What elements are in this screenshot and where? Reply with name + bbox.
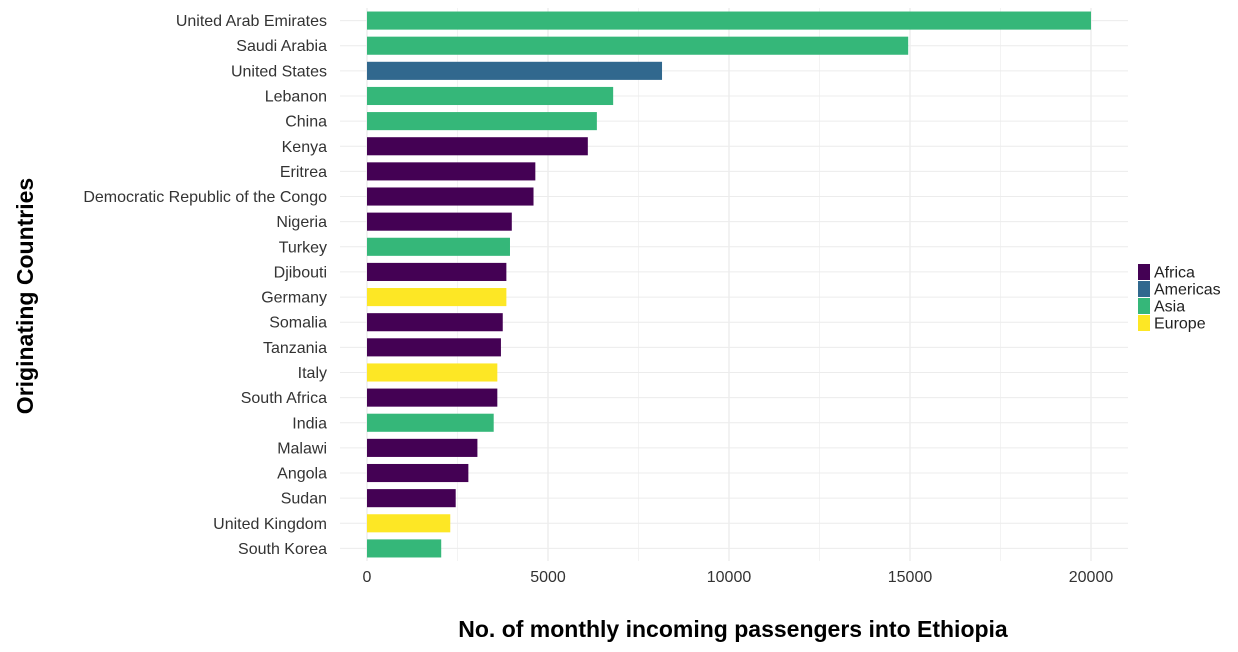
x-tick-label: 20000 xyxy=(1069,569,1114,586)
y-tick-label: Italy xyxy=(298,365,327,382)
y-tick-label: Saudi Arabia xyxy=(236,38,327,55)
bar-turkey xyxy=(367,238,510,256)
y-tick-label: Eritrea xyxy=(280,164,327,181)
y-tick-label: United Arab Emirates xyxy=(176,13,327,30)
bar-south-korea xyxy=(367,539,441,557)
y-tick-label: South Africa xyxy=(241,390,327,407)
bar-democratic-republic-of-the-congo xyxy=(367,187,534,205)
y-tick-label: United Kingdom xyxy=(213,516,327,533)
bar-lebanon xyxy=(367,87,613,105)
x-tick-label: 15000 xyxy=(888,569,933,586)
y-tick-label: Angola xyxy=(277,466,327,483)
legend-swatch-africa xyxy=(1138,264,1150,280)
y-axis-title: Originating Countries xyxy=(12,178,38,414)
y-tick-label: Kenya xyxy=(282,139,327,156)
x-tick-label: 10000 xyxy=(707,569,752,586)
bar-eritrea xyxy=(367,162,535,180)
legend-swatch-europe xyxy=(1138,315,1150,331)
bar-united-arab-emirates xyxy=(367,12,1091,30)
bar-angola xyxy=(367,464,468,482)
bar-united-kingdom xyxy=(367,514,450,532)
y-tick-label: Tanzania xyxy=(263,340,327,357)
y-tick-label: Nigeria xyxy=(276,214,327,231)
legend-label-africa: Africa xyxy=(1154,265,1195,282)
bar-germany xyxy=(367,288,506,306)
y-tick-label: Somalia xyxy=(269,315,327,332)
bar-china xyxy=(367,112,597,130)
y-tick-label: United States xyxy=(231,63,327,80)
bar-sudan xyxy=(367,489,456,507)
y-tick-label: Democratic Republic of the Congo xyxy=(83,189,327,206)
legend-label-europe: Europe xyxy=(1154,316,1206,333)
bar-south-africa xyxy=(367,389,497,407)
x-tick-label: 5000 xyxy=(530,569,566,586)
y-tick-label: Malawi xyxy=(277,440,327,457)
bar-saudi-arabia xyxy=(367,37,908,55)
bar-nigeria xyxy=(367,213,512,231)
y-tick-label: China xyxy=(285,114,327,131)
legend-swatch-asia xyxy=(1138,298,1150,314)
bar-djibouti xyxy=(367,263,506,281)
y-tick-label: Germany xyxy=(261,290,327,307)
bar-india xyxy=(367,414,494,432)
bar-tanzania xyxy=(367,338,501,356)
bar-somalia xyxy=(367,313,503,331)
y-tick-label: Turkey xyxy=(279,239,327,256)
x-axis-tick-labels: 0 5000 10000 15000 20000 xyxy=(363,569,1114,586)
y-tick-label: South Korea xyxy=(238,541,327,558)
bar-united-states xyxy=(367,62,662,80)
y-tick-label: Sudan xyxy=(281,491,327,508)
legend-swatch-americas xyxy=(1138,281,1150,297)
y-tick-label: Djibouti xyxy=(274,264,327,281)
legend-label-americas: Americas xyxy=(1154,282,1221,299)
bar-italy xyxy=(367,363,497,381)
bar-malawi xyxy=(367,439,477,457)
bar-kenya xyxy=(367,137,588,155)
y-axis-tick-labels: United Arab Emirates Saudi Arabia United S… xyxy=(83,13,327,558)
y-tick-label: India xyxy=(292,415,327,432)
x-axis-title: No. of monthly incoming passengers into … xyxy=(458,616,1008,642)
legend-label-asia: Asia xyxy=(1154,299,1185,316)
y-tick-label: Lebanon xyxy=(265,88,327,105)
x-tick-label: 0 xyxy=(363,569,372,586)
